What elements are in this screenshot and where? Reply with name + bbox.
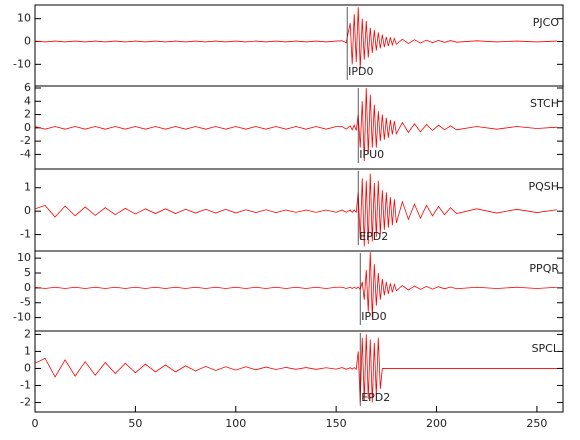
x-tick-label: 250	[526, 417, 547, 430]
y-tick-label: 0	[24, 204, 31, 217]
y-tick-label: 6	[24, 81, 31, 94]
y-tick-label: 0	[24, 361, 31, 374]
y-tick-label: -1	[20, 228, 31, 241]
panel-frame	[34, 4, 564, 87]
y-tick-label: -2	[20, 134, 31, 147]
y-tick-label: 2	[24, 108, 31, 121]
pick-label: IPD0	[361, 310, 386, 323]
y-tick-label: -10	[13, 57, 31, 70]
y-tick-label: -10	[13, 311, 31, 324]
pick-label: IPD0	[348, 65, 373, 78]
station-label: PJCO	[533, 16, 560, 29]
y-tick-label: 4	[24, 94, 31, 107]
station-label: SPCL	[532, 342, 560, 355]
panel-frame	[34, 330, 564, 413]
station-label: PQSH	[528, 180, 559, 193]
pick-label: EPD2	[359, 230, 388, 243]
station-label: PPQR	[529, 262, 559, 275]
y-tick-label: 10	[17, 12, 31, 25]
y-tick-label: 0	[24, 281, 31, 294]
y-tick-label: -2	[20, 395, 31, 408]
pick-label: IPU0	[359, 148, 384, 161]
trace	[34, 87, 558, 162]
x-tick-label: 100	[225, 417, 246, 430]
y-tick-label: 1	[24, 344, 31, 357]
y-tick-label: 0	[24, 121, 31, 134]
trace	[34, 173, 558, 247]
y-tick-label: 10	[17, 251, 31, 264]
pick-label: EPD2	[361, 391, 390, 404]
y-tick-label: -4	[20, 147, 31, 160]
trace	[34, 334, 557, 403]
trace	[34, 7, 557, 69]
x-tick-label: 0	[32, 417, 39, 430]
trace	[34, 252, 558, 318]
x-tick-label: 200	[426, 417, 447, 430]
y-tick-label: -5	[20, 296, 31, 309]
y-tick-label: 5	[24, 266, 31, 279]
y-tick-label: 2	[24, 327, 31, 340]
x-tick-label: 50	[128, 417, 142, 430]
y-tick-label: -1	[20, 378, 31, 391]
station-label: STCH	[530, 97, 559, 110]
panel-frame	[34, 250, 564, 332]
x-tick-label: 150	[326, 417, 347, 430]
y-tick-label: 1	[24, 181, 31, 194]
y-tick-label: 0	[24, 35, 31, 48]
